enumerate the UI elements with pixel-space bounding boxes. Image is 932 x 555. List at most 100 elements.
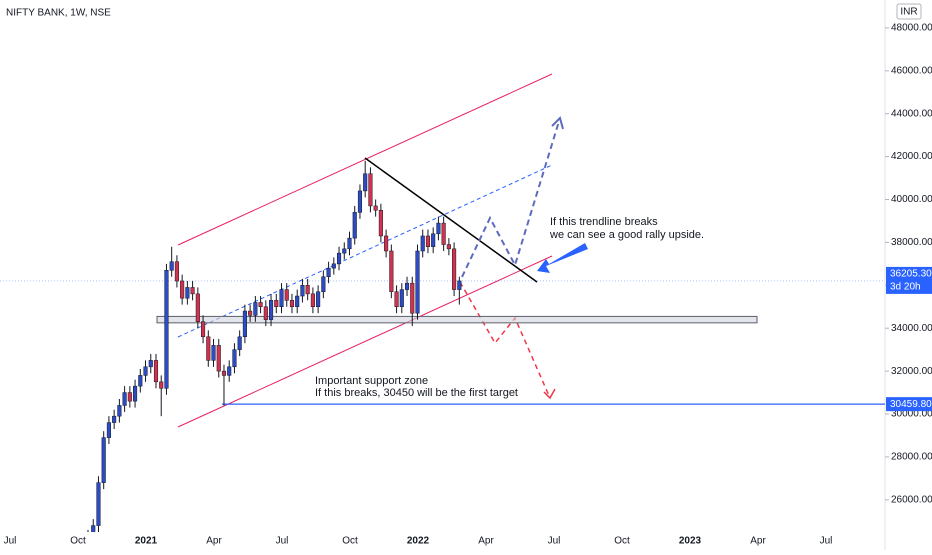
annotation: Important support zone	[315, 375, 428, 387]
candle-body	[122, 392, 127, 406]
y-tick-label: 44000.00	[891, 108, 932, 119]
candle-body	[431, 233, 436, 247]
x-tick-label: Apr	[478, 536, 494, 547]
candle-body	[352, 212, 357, 239]
bull-arrowhead	[551, 116, 564, 130]
x-tick-label: Jul	[548, 536, 561, 547]
y-tick-label: 38000.00	[891, 237, 932, 248]
currency: INR	[900, 7, 917, 18]
candle-body	[441, 222, 446, 245]
candle-body	[127, 392, 132, 402]
candle-body	[284, 289, 289, 301]
bull-path	[461, 117, 561, 278]
candle-body	[410, 282, 415, 314]
candle-body	[201, 321, 206, 338]
candle-body	[384, 235, 389, 252]
candle-body	[248, 310, 253, 316]
x-tick-label: 2022	[407, 536, 430, 547]
candle-body	[258, 302, 263, 308]
candle-body	[138, 375, 143, 387]
x-tick-label: 2021	[135, 536, 158, 547]
candle-body	[373, 205, 378, 211]
candle-body	[211, 345, 216, 361]
candle-body	[399, 289, 404, 308]
candle-body	[185, 287, 190, 299]
bear-arrowhead	[543, 388, 556, 400]
candles	[87, 160, 462, 532]
candle-body	[227, 366, 232, 376]
candle-body	[420, 235, 425, 252]
candle-body	[190, 287, 195, 295]
candle-body	[342, 248, 347, 254]
y-tick-label: 34000.00	[891, 323, 932, 334]
pointer-arrow	[537, 243, 588, 273]
y-tick-label: 46000.00	[891, 65, 932, 76]
candle-body	[289, 300, 295, 308]
candle-body	[326, 267, 331, 277]
candle-body	[112, 415, 117, 423]
x-tick-label: Jul	[276, 536, 289, 547]
candle-body	[174, 261, 179, 282]
y-tick-label: 40000.00	[891, 194, 932, 205]
candle-body	[164, 270, 169, 389]
candle-body	[446, 244, 451, 250]
candle-body	[279, 289, 284, 308]
x-tick-label: Oct	[342, 536, 358, 547]
candle-body	[415, 250, 420, 314]
candle-body	[91, 525, 96, 532]
candle-body	[389, 250, 394, 292]
candle-body	[425, 235, 430, 247]
chart-title: NIFTY BANK, 1W, NSE	[6, 8, 111, 19]
candle-body	[394, 291, 399, 308]
x-tick-label: Oct	[614, 536, 630, 547]
annotation: If this breaks, 30450 will be the first …	[315, 387, 518, 399]
candle-body	[316, 291, 321, 308]
channel-lower	[177, 255, 553, 428]
channel-mid	[177, 164, 553, 338]
candle-body	[452, 248, 457, 290]
target-price-label: 30459.80	[890, 399, 932, 410]
x-tick-label: Jul	[4, 536, 17, 547]
candle-body	[159, 381, 164, 389]
candle-body	[106, 422, 111, 438]
candle-body	[404, 282, 410, 290]
candle-body	[457, 280, 462, 290]
candle-body	[357, 190, 363, 213]
bear-path	[459, 281, 551, 399]
candle-body	[253, 302, 258, 316]
x-tick-label: 2023	[679, 536, 702, 547]
x-tick-label: Apr	[206, 536, 222, 547]
candle-body	[143, 366, 148, 376]
candle-body	[336, 252, 342, 265]
y-tick-label: 28000.00	[891, 452, 932, 463]
y-tick-label: 26000.00	[891, 494, 932, 505]
candle-body	[269, 300, 274, 320]
support-zone	[156, 315, 758, 324]
candle-body	[101, 437, 106, 483]
candle-body	[363, 173, 368, 192]
candle-body	[300, 285, 305, 297]
candle-body	[436, 222, 441, 235]
channel-upper	[177, 73, 553, 246]
y-tick-label: 32000.00	[891, 366, 932, 377]
candle-body	[378, 209, 383, 237]
candle-body	[216, 345, 221, 372]
candle-body	[274, 300, 279, 308]
countdown: 3d 20h	[890, 282, 921, 293]
last-price-label: 36205.30	[890, 269, 932, 280]
drawings	[156, 73, 758, 428]
candle-body	[169, 261, 174, 271]
y-tick-label: 48000.00	[891, 23, 932, 34]
candle-body	[195, 293, 200, 323]
candle-body	[347, 237, 352, 250]
candle-body	[321, 276, 326, 292]
candle-body	[117, 405, 122, 417]
candle-body	[263, 306, 268, 320]
candle-body	[221, 370, 227, 376]
candle-body	[237, 336, 242, 350]
candle-body	[368, 173, 373, 207]
currency-box	[896, 3, 922, 20]
candle-body	[133, 385, 138, 402]
last-price-box	[886, 266, 932, 294]
